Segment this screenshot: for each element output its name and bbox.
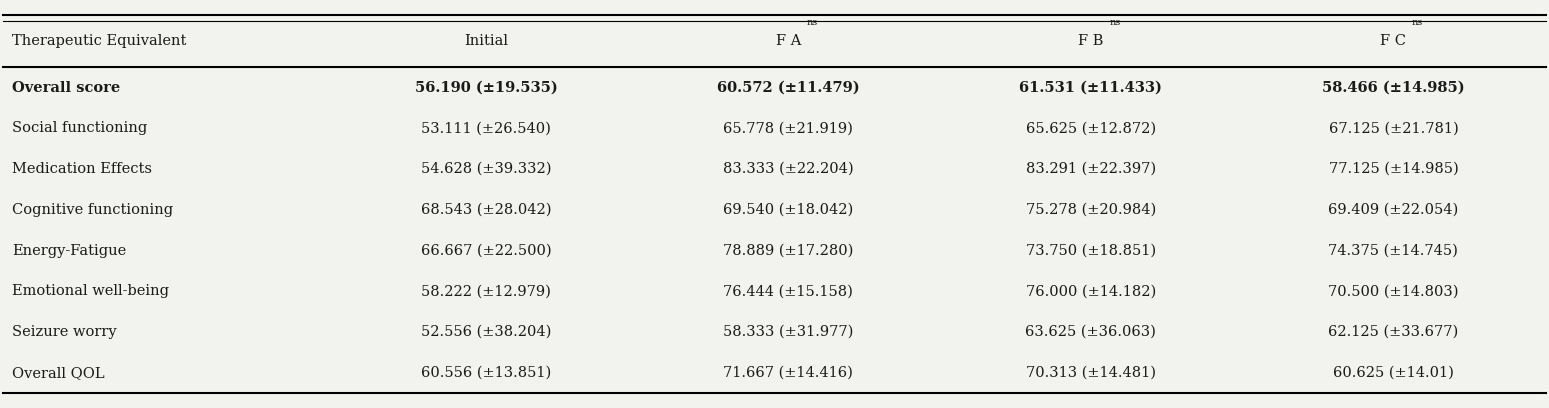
- Text: Initial: Initial: [463, 34, 508, 48]
- Text: 63.625 (±36.063): 63.625 (±36.063): [1025, 325, 1157, 339]
- Text: 62.125 (±33.677): 62.125 (±33.677): [1329, 325, 1459, 339]
- Text: F C: F C: [1380, 34, 1406, 48]
- Text: Cognitive functioning: Cognitive functioning: [12, 203, 173, 217]
- Text: Therapeutic Equivalent: Therapeutic Equivalent: [12, 34, 186, 48]
- Text: 58.466 (±14.985): 58.466 (±14.985): [1323, 80, 1465, 95]
- Text: 58.222 (±12.979): 58.222 (±12.979): [421, 284, 551, 298]
- Text: 53.111 (±26.540): 53.111 (±26.540): [421, 121, 551, 135]
- Text: 76.444 (±15.158): 76.444 (±15.158): [723, 284, 853, 298]
- Text: 76.000 (±14.182): 76.000 (±14.182): [1025, 284, 1156, 298]
- Text: 60.556 (±13.851): 60.556 (±13.851): [421, 366, 551, 380]
- Text: F B: F B: [1078, 34, 1103, 48]
- Text: Energy-Fatigue: Energy-Fatigue: [12, 244, 127, 257]
- Text: 68.543 (±28.042): 68.543 (±28.042): [421, 203, 551, 217]
- Text: 66.667 (±22.500): 66.667 (±22.500): [421, 244, 551, 257]
- Text: ns: ns: [1109, 18, 1120, 27]
- Text: 69.540 (±18.042): 69.540 (±18.042): [723, 203, 853, 217]
- Text: 83.291 (±22.397): 83.291 (±22.397): [1025, 162, 1156, 176]
- Text: F A: F A: [776, 34, 801, 48]
- Text: 83.333 (±22.204): 83.333 (±22.204): [723, 162, 853, 176]
- Text: 58.333 (±31.977): 58.333 (±31.977): [723, 325, 853, 339]
- Text: Overall QOL: Overall QOL: [12, 366, 105, 380]
- Text: 61.531 (±11.433): 61.531 (±11.433): [1019, 80, 1162, 95]
- Text: Medication Effects: Medication Effects: [12, 162, 152, 176]
- Text: Seizure worry: Seizure worry: [12, 325, 116, 339]
- Text: 65.778 (±21.919): 65.778 (±21.919): [723, 121, 853, 135]
- Text: Social functioning: Social functioning: [12, 121, 147, 135]
- Text: 69.409 (±22.054): 69.409 (±22.054): [1329, 203, 1459, 217]
- Text: 74.375 (±14.745): 74.375 (±14.745): [1329, 244, 1458, 257]
- Text: 70.500 (±14.803): 70.500 (±14.803): [1327, 284, 1459, 298]
- Text: Emotional well-being: Emotional well-being: [12, 284, 169, 298]
- Text: Overall score: Overall score: [12, 80, 121, 95]
- Text: 60.625 (±14.01): 60.625 (±14.01): [1334, 366, 1455, 380]
- Text: 70.313 (±14.481): 70.313 (±14.481): [1025, 366, 1156, 380]
- Text: 73.750 (±18.851): 73.750 (±18.851): [1025, 244, 1156, 257]
- Text: 54.628 (±39.332): 54.628 (±39.332): [421, 162, 551, 176]
- Text: 56.190 (±19.535): 56.190 (±19.535): [415, 80, 558, 95]
- Text: ns: ns: [807, 18, 818, 27]
- Text: ns: ns: [1413, 18, 1424, 27]
- Text: 67.125 (±21.781): 67.125 (±21.781): [1329, 121, 1458, 135]
- Text: 77.125 (±14.985): 77.125 (±14.985): [1329, 162, 1458, 176]
- Text: 71.667 (±14.416): 71.667 (±14.416): [723, 366, 853, 380]
- Text: 52.556 (±38.204): 52.556 (±38.204): [421, 325, 551, 339]
- Text: 78.889 (±17.280): 78.889 (±17.280): [723, 244, 853, 257]
- Text: 65.625 (±12.872): 65.625 (±12.872): [1025, 121, 1156, 135]
- Text: 75.278 (±20.984): 75.278 (±20.984): [1025, 203, 1156, 217]
- Text: 60.572 (±11.479): 60.572 (±11.479): [717, 80, 860, 95]
